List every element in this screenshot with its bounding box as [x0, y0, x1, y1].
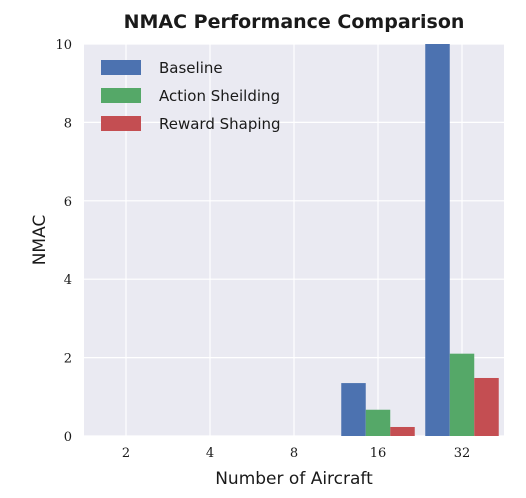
y-tick-label: 10 [55, 38, 72, 53]
bar-reward-shaping [474, 377, 499, 436]
x-tick-labels: 2 4 8 16 32 [122, 446, 470, 461]
y-axis-label: NMAC [30, 215, 50, 266]
bars [341, 44, 499, 436]
y-tick-label: 8 [64, 116, 72, 131]
legend-label: Action Sheilding [159, 87, 280, 105]
chart-title: NMAC Performance Comparison [124, 11, 465, 33]
x-tick-label: 32 [454, 446, 471, 461]
x-axis-label: Number of Aircraft [215, 469, 373, 489]
bar-action-sheilding [449, 353, 475, 436]
y-tick-label: 0 [64, 430, 72, 445]
x-tick-label: 2 [122, 446, 130, 461]
y-tick-labels: 0 2 4 6 8 10 [55, 38, 72, 445]
bar-reward-shaping [390, 426, 415, 436]
bar-baseline [425, 44, 450, 436]
y-tick-label: 2 [64, 352, 72, 367]
legend-label: Reward Shaping [159, 115, 281, 133]
legend-swatch [101, 88, 141, 103]
y-tick-label: 4 [64, 273, 72, 288]
x-tick-label: 4 [206, 446, 214, 461]
legend-label: Baseline [159, 59, 223, 77]
legend-swatch [101, 60, 141, 75]
bar-baseline [341, 383, 366, 436]
x-tick-label: 16 [370, 446, 387, 461]
legend: Baseline Action Sheilding Reward Shaping [101, 59, 281, 133]
legend-swatch [101, 116, 141, 131]
y-tick-label: 6 [64, 195, 72, 210]
x-tick-label: 8 [290, 446, 298, 461]
bar-action-sheilding [365, 409, 391, 436]
